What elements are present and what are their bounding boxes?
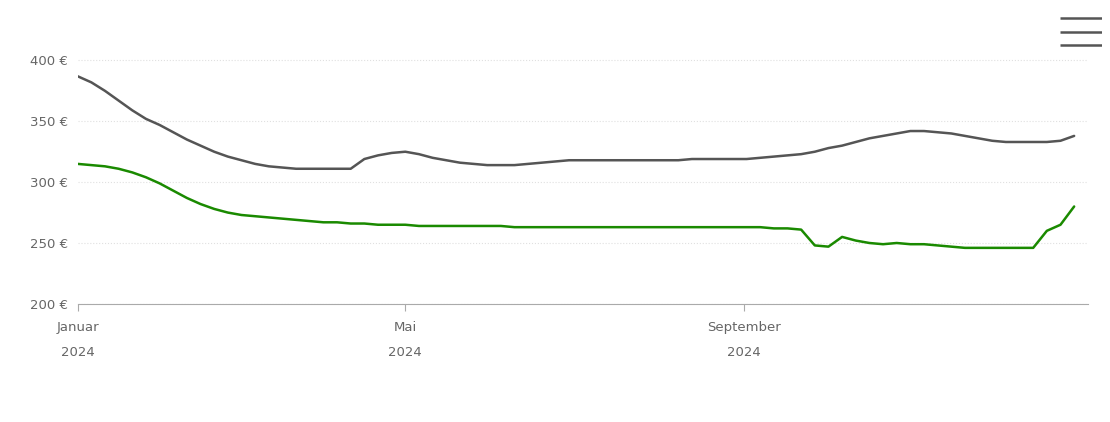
Text: 2024: 2024 bbox=[388, 346, 422, 359]
Text: Januar: Januar bbox=[57, 321, 99, 334]
Text: September: September bbox=[707, 321, 780, 334]
Text: Mai: Mai bbox=[394, 321, 417, 334]
Text: 2024: 2024 bbox=[727, 346, 760, 359]
Text: 2024: 2024 bbox=[61, 346, 94, 359]
